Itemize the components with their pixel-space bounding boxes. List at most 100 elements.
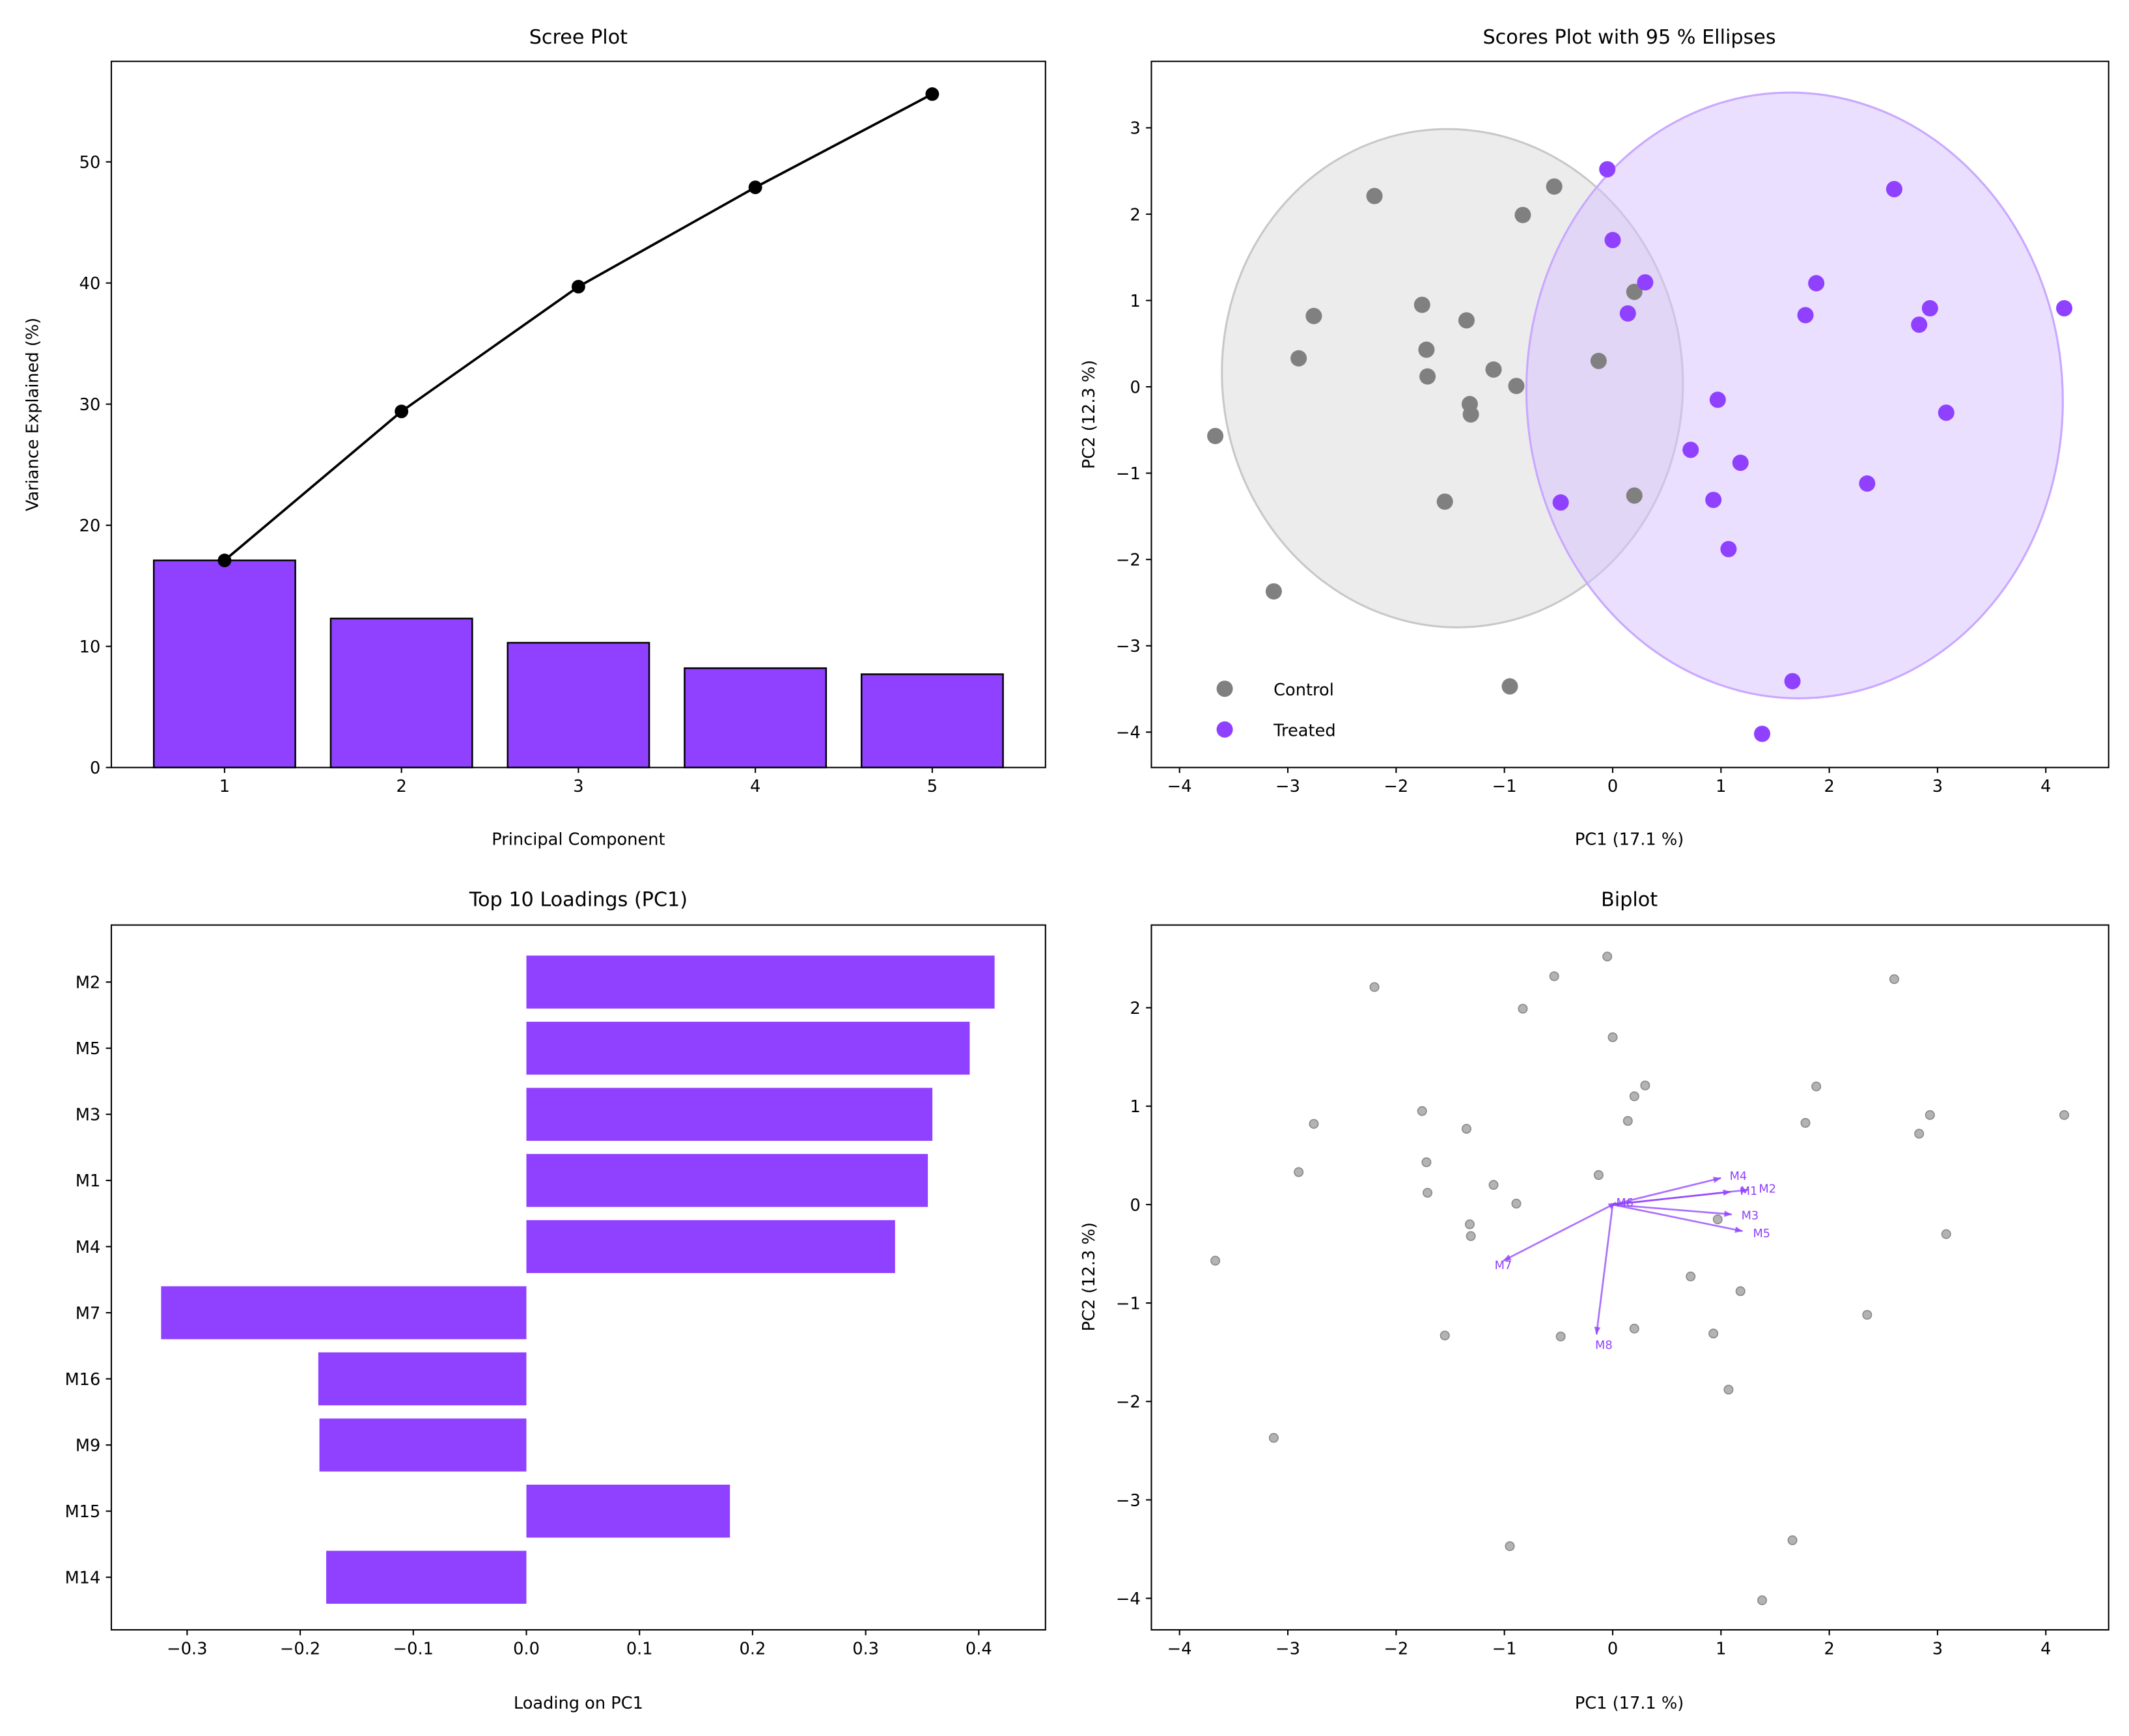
- biplot-point: [1268, 1433, 1279, 1443]
- scores-xtick-label: 0: [1607, 777, 1618, 796]
- loading-arrow-m8: [1595, 1204, 1614, 1335]
- scree-bar: [684, 667, 828, 768]
- biplot-xtick-label: 0: [1607, 1639, 1618, 1659]
- loadings-title: Top 10 Loadings (PC1): [469, 888, 688, 911]
- loading-bar-m16: [318, 1352, 527, 1406]
- point-treated: [1705, 492, 1722, 509]
- point-treated: [1720, 540, 1737, 557]
- loadings-xlabel: Loading on PC1: [514, 1694, 643, 1713]
- point-treated: [1637, 274, 1654, 291]
- arrowhead-m8: [1594, 1326, 1601, 1335]
- arrow-label-m2: M2: [1759, 1183, 1777, 1196]
- biplot-point: [1607, 1032, 1618, 1043]
- loading-bar-m5: [526, 1022, 970, 1075]
- scree-ytick-label: 10: [79, 637, 101, 657]
- loading-bar-m4: [526, 1220, 895, 1274]
- loadings-ytick-label: M7: [76, 1304, 100, 1323]
- scores-ytick-label: 2: [1130, 205, 1140, 225]
- loading-bar-m1: [526, 1154, 928, 1207]
- scores-xlabel: PC1 (17.1 %): [1575, 830, 1684, 850]
- biplot-point: [1800, 1117, 1811, 1128]
- loadings-xtick-label: 0.2: [740, 1639, 766, 1659]
- point-treated: [1808, 275, 1825, 292]
- loading-arrow-m5: [1612, 1203, 1743, 1233]
- loading-arrow-m3: [1612, 1203, 1732, 1216]
- biplot-point: [1735, 1286, 1746, 1296]
- biplot-point: [1421, 1157, 1432, 1168]
- biplot-point: [1466, 1231, 1476, 1241]
- point-control: [1546, 178, 1563, 195]
- biplot-point: [1602, 951, 1613, 962]
- scree-bar: [152, 559, 296, 768]
- biplot-point: [1723, 1384, 1734, 1395]
- point-treated: [1911, 316, 1928, 333]
- point-treated: [1709, 391, 1726, 408]
- scree-cumulative-point: [217, 553, 232, 568]
- biplot-point: [1686, 1271, 1696, 1281]
- scores-ytick-label: 3: [1130, 119, 1140, 139]
- biplot-xtick-label: 3: [1932, 1639, 1943, 1659]
- arrow-label-m8: M8: [1595, 1339, 1613, 1352]
- loadings-xtick-label: 0.4: [966, 1639, 992, 1659]
- scree-title: Scree Plot: [529, 26, 628, 49]
- biplot-ytick-label: −3: [1116, 1491, 1141, 1511]
- loadings-ytick-label: M2: [76, 973, 100, 993]
- loadings-ytick-label: M16: [65, 1370, 101, 1390]
- biplot-ytick-label: 1: [1130, 1097, 1140, 1117]
- biplot-xtick-label: −4: [1167, 1639, 1192, 1659]
- biplot-xtick-label: 4: [2040, 1639, 2051, 1659]
- loading-bar-m14: [326, 1550, 527, 1604]
- point-control: [1626, 283, 1643, 300]
- arrowhead-m4: [1712, 1177, 1721, 1183]
- scree-ylabel: Variance Explained (%): [23, 318, 42, 511]
- biplot-point: [1294, 1167, 1304, 1177]
- arrowhead-m7: [1503, 1254, 1512, 1261]
- scree-ytick-label: 20: [79, 516, 101, 536]
- biplot-point: [1862, 1309, 1872, 1320]
- legend-marker-treated: [1216, 721, 1233, 738]
- scores-xtick-label: −1: [1492, 777, 1517, 796]
- scree-xtick-label: 2: [396, 777, 406, 796]
- biplot-ytick-label: −2: [1116, 1393, 1141, 1412]
- biplot-point: [1417, 1106, 1427, 1116]
- scree-xtick-label: 5: [927, 777, 938, 796]
- loadings-xtick-label: −0.3: [167, 1639, 207, 1659]
- scree-xlabel: Principal Component: [492, 830, 665, 850]
- scores-ytick-label: −1: [1116, 464, 1141, 484]
- scores-ylabel: PC2 (12.3 %): [1079, 360, 1099, 469]
- scores-ytick-label: −4: [1116, 723, 1141, 743]
- biplot-point: [1889, 974, 1899, 985]
- scores-ytick-label: 0: [1130, 378, 1140, 397]
- scores-axes-frame: [1150, 61, 2109, 768]
- loadings-ytick-label: M9: [76, 1436, 100, 1455]
- loadings-ytick-label: M15: [65, 1502, 101, 1522]
- point-control: [1413, 296, 1430, 313]
- scores-xtick-label: 4: [2040, 777, 2051, 796]
- biplot-xtick-label: −2: [1384, 1639, 1408, 1659]
- loadings-ytick-label: M14: [65, 1569, 101, 1588]
- legend-label-control: Control: [1273, 680, 1334, 700]
- biplot-ytick-label: 0: [1130, 1196, 1140, 1215]
- biplot-point: [1640, 1080, 1650, 1091]
- scree-cumulative-point: [395, 404, 409, 419]
- point-treated: [1784, 673, 1801, 690]
- scree-cumulative-point: [748, 180, 762, 195]
- biplot-point: [1629, 1323, 1639, 1334]
- loadings-plot: M2 M5 M3 M1 M4 M7 M16 M9 M15 M14 −0.3 −0.2 −0.1 0.0 0.…: [65, 924, 1046, 1659]
- biplot-ylabel: PC2 (12.3 %): [1079, 1222, 1099, 1331]
- point-control: [1419, 368, 1436, 385]
- scree-xtick-label: 1: [219, 777, 230, 796]
- loading-arrow-m4: [1612, 1177, 1721, 1206]
- legend-marker-control: [1216, 680, 1233, 697]
- loadings-axes-frame: [110, 924, 1046, 1631]
- biplot-point: [1941, 1229, 1951, 1239]
- loading-bar-m7: [161, 1286, 527, 1339]
- arrow-label-m4: M4: [1730, 1170, 1747, 1183]
- biplot-title: Biplot: [1601, 888, 1658, 911]
- point-treated: [1599, 161, 1616, 178]
- biplot-ytick-label: −4: [1116, 1589, 1141, 1609]
- loadings-ytick-label: M3: [76, 1106, 100, 1125]
- scores-ytick-label: 1: [1130, 292, 1140, 311]
- biplot-point: [1549, 971, 1559, 981]
- arrowhead-m5: [1734, 1226, 1743, 1233]
